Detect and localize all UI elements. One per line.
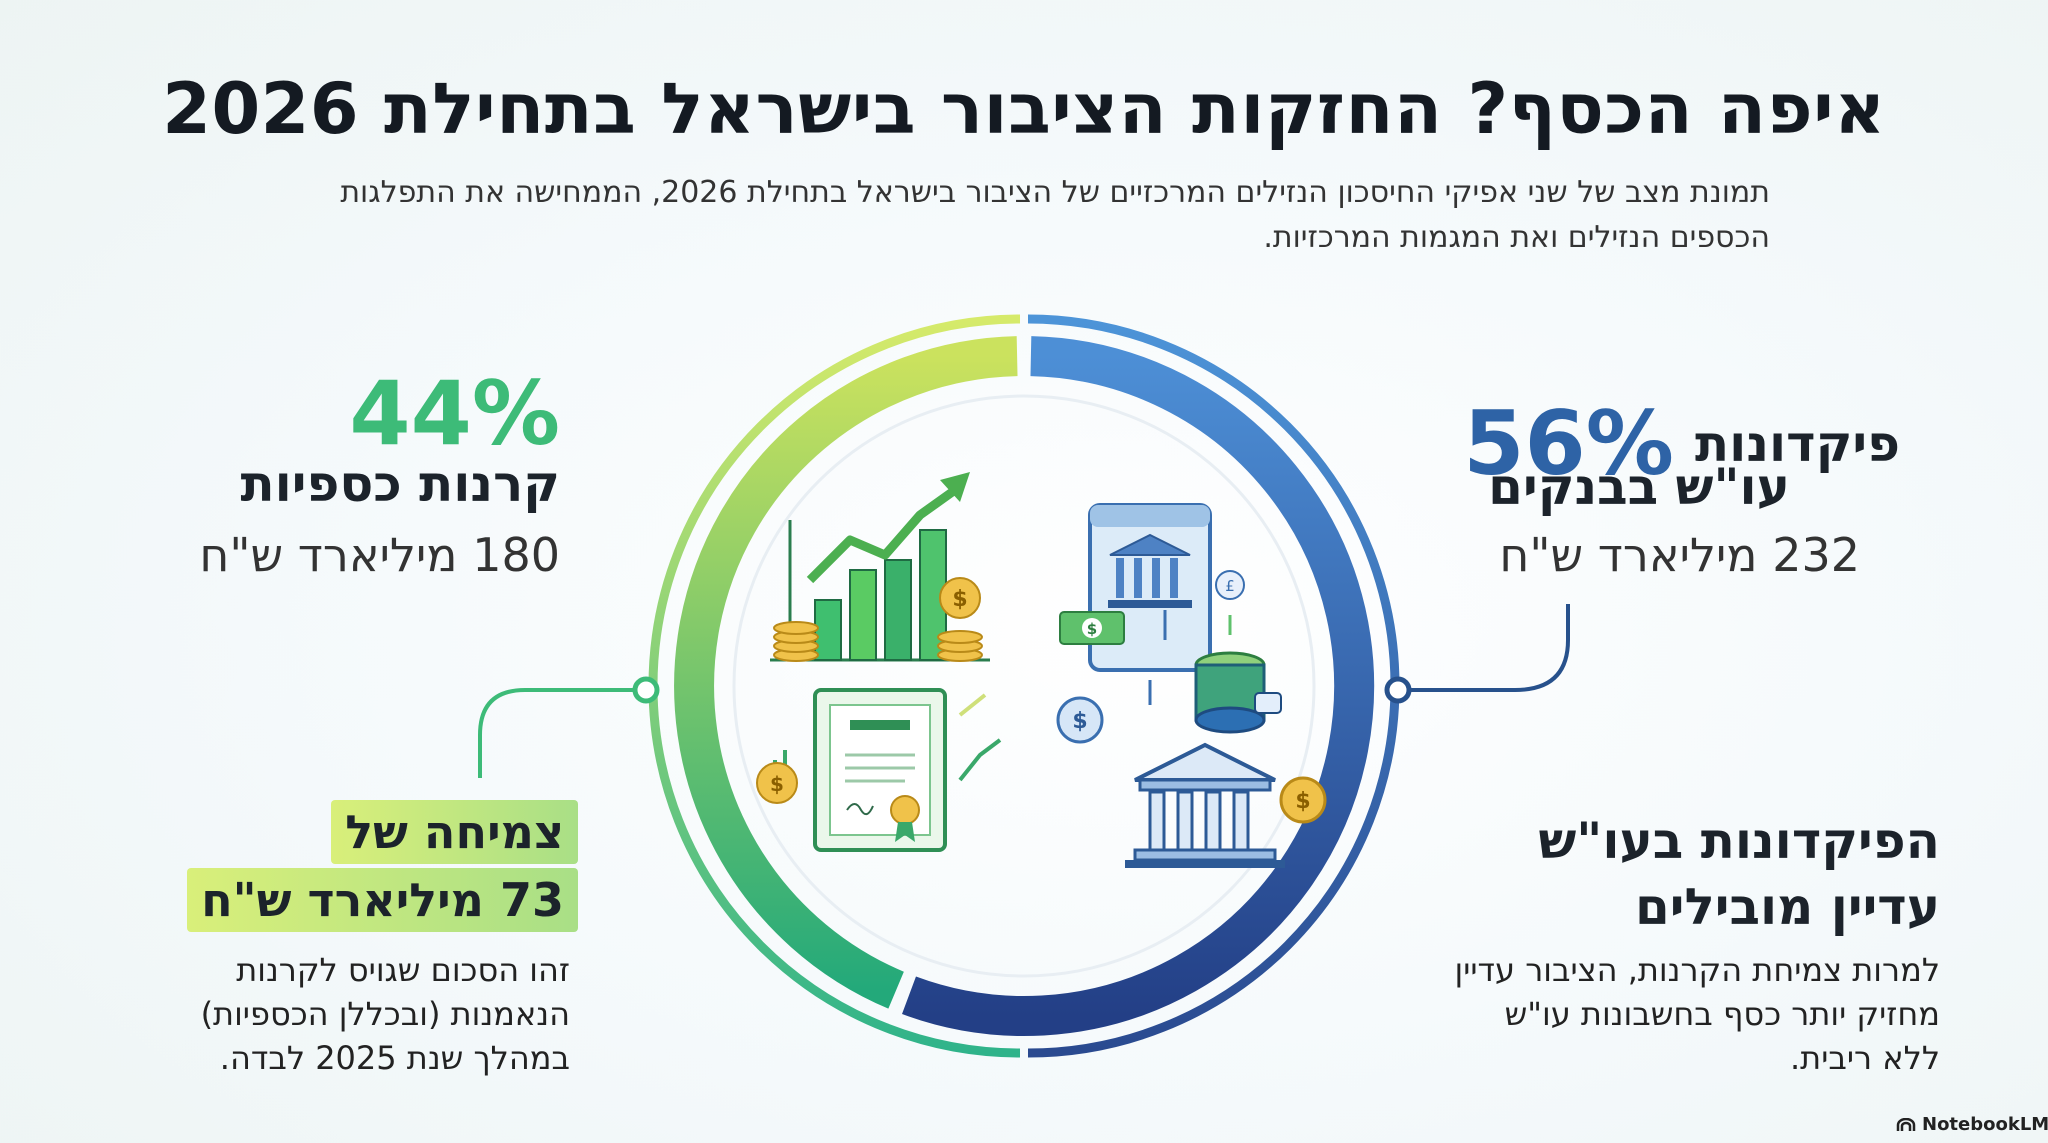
deposits-headline-line1: הפיקדונות בעו"ש	[1538, 812, 1940, 870]
growth-description: זהו הסכום שגויס לקרנות הנאמנות (ובכללן ה…	[200, 951, 570, 1077]
connector-dot-funds	[632, 676, 660, 704]
svg-text:$: $	[952, 587, 967, 612]
deposits-label-line2: עו"ש בבנקים	[1488, 458, 1790, 516]
notebooklm-logo-icon	[1896, 1117, 1916, 1131]
deposits-headline: הפיקדונות בעו"ש עדיין מובילים	[1440, 808, 1940, 940]
growth-highlight: צמיחה של 73 מיליארד ש"ח	[158, 800, 578, 936]
brand-name: NotebookLM	[1922, 1114, 2048, 1135]
certificate-icon: $	[756, 688, 1002, 852]
deposits-headline-line2: עדיין מובילים	[1634, 878, 1940, 936]
svg-text:$: $	[770, 772, 784, 796]
deposits-label-line1: פיקדונות	[1695, 414, 1900, 473]
connector-line-funds	[478, 688, 635, 778]
funds-amount: 180 מיליארד ש"ח	[199, 528, 560, 582]
svg-text:$: $	[1072, 709, 1087, 734]
connector-line-deposits	[1409, 604, 1570, 692]
bank-building-icon: $ $	[1056, 680, 1327, 868]
inner-ring	[732, 394, 1316, 978]
savings-database-icon	[1163, 610, 1282, 734]
deposits-amount: 232 מיליארד ש"ח	[1499, 528, 1860, 582]
growth-chart-icon: $	[770, 472, 990, 662]
deposits-percent: 56%	[1463, 392, 1674, 495]
page-title: איפה הכסף? החזקות הציבור בישראל בתחילת 2…	[162, 68, 1886, 150]
deposits-description: למרות צמיחת הקרנות, הציבור עדיין מחזיק י…	[1454, 951, 1941, 1077]
growth-line-1: צמיחה של	[331, 800, 578, 864]
connector-dot-deposits	[1384, 676, 1412, 704]
svg-text:$: $	[1087, 620, 1097, 638]
page-subtitle: תמונת מצב של שני אפיקי החיסכון הנזילים ה…	[340, 175, 1770, 255]
brand-watermark: NotebookLM	[1896, 1114, 2048, 1135]
funds-percent: 44%	[349, 362, 560, 465]
growth-line-2: 73 מיליארד ש"ח	[187, 868, 578, 932]
funds-label: קרנות כספיות	[240, 455, 560, 513]
deposits-header: פיקדונות 56%	[1440, 392, 1900, 495]
slice-deposits	[902, 336, 1375, 1037]
svg-text:$: $	[1295, 789, 1310, 814]
mobile-bank-icon: $ £	[1059, 503, 1245, 672]
slice-funds	[674, 336, 1018, 1009]
svg-text:£: £	[1225, 577, 1235, 595]
